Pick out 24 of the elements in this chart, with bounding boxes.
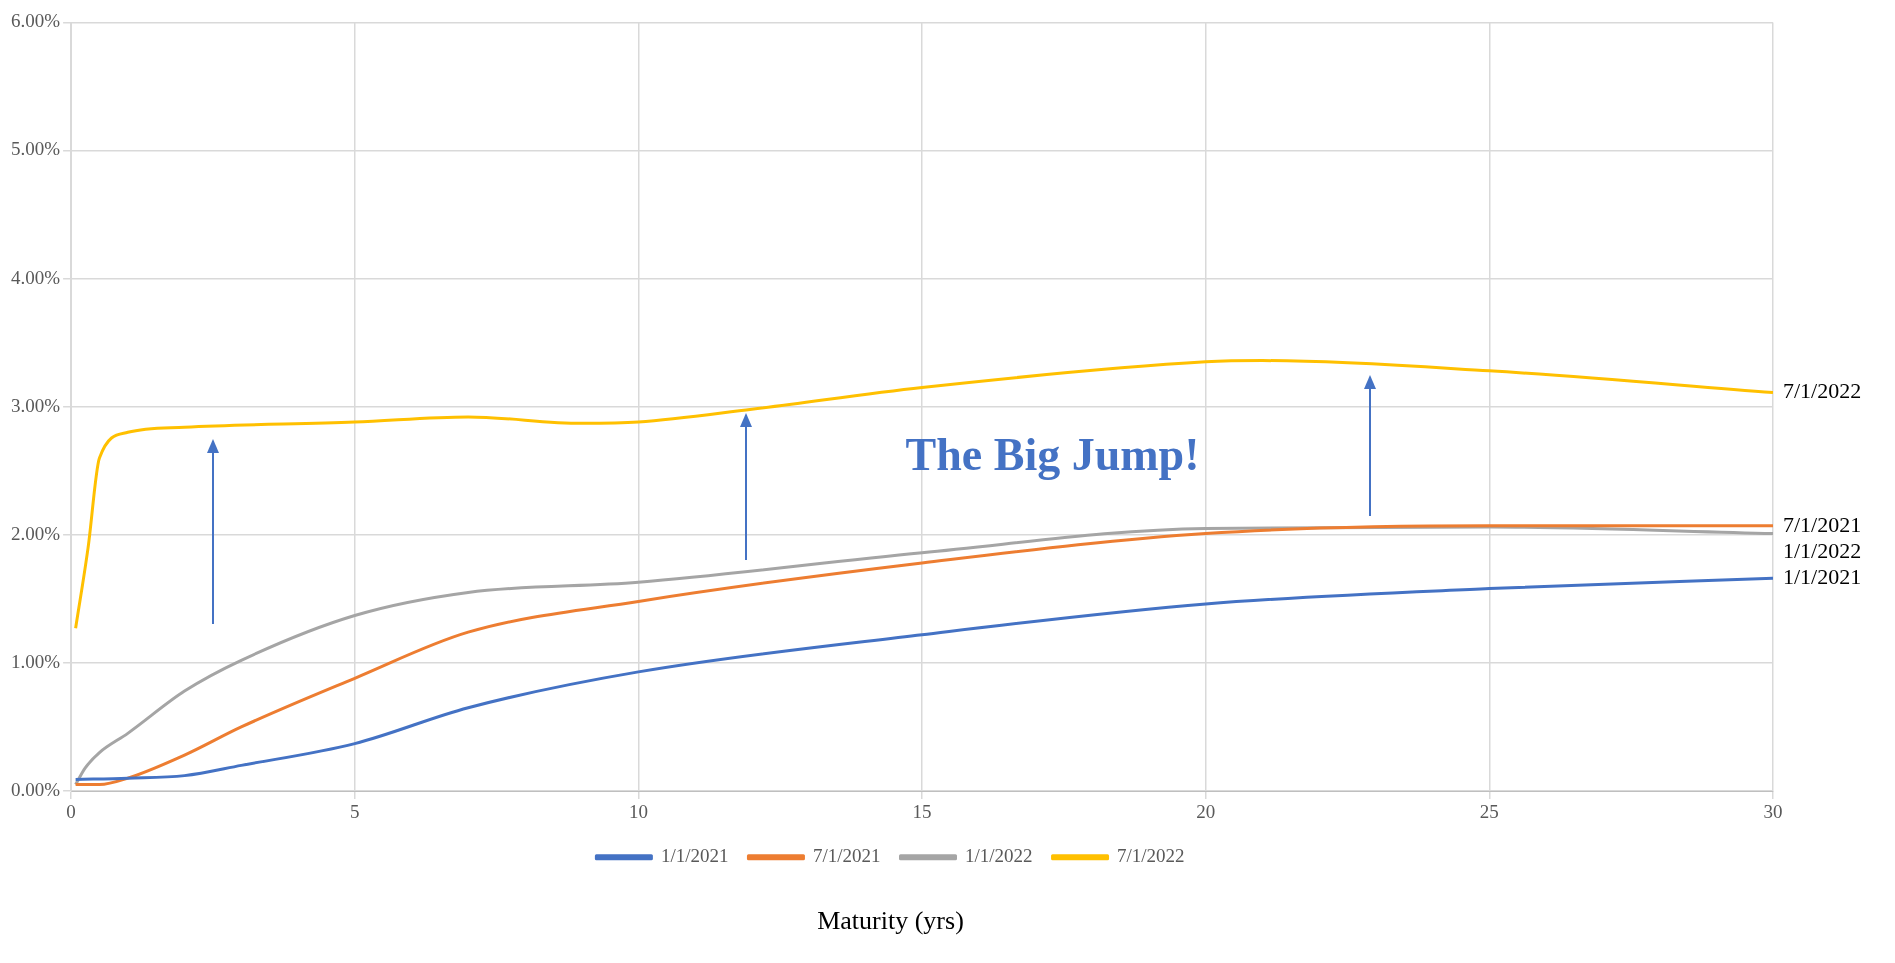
y-tick-label: 5.00% (11, 138, 61, 160)
x-tick-label: 30 (1763, 801, 1783, 823)
legend-label: 7/1/2022 (1117, 845, 1185, 867)
text: 1/1/2022 (1783, 537, 1862, 563)
y-tick-label: 2.00% (11, 522, 61, 544)
y-tick-label: 6.00% (11, 10, 61, 32)
text: 7/1/2021 (1783, 511, 1862, 537)
legend-label: 1/1/2022 (965, 845, 1033, 867)
legend-label: 1/1/2021 (660, 845, 729, 867)
annotation: The Big Jump! (905, 428, 1200, 480)
y-tick-label: 4.00% (11, 266, 61, 288)
y-tick-label: 3.00% (11, 394, 61, 416)
x-tick-label: 0 (66, 801, 76, 823)
x-tick-label: 15 (912, 801, 932, 823)
x-axis-title: Maturity (yrs) (817, 906, 964, 936)
x-tick-label: 25 (1479, 801, 1499, 823)
x-tick-label: 5 (349, 801, 360, 823)
legend-label: 7/1/2021 (812, 845, 881, 867)
text: 1/1/2021 (1783, 564, 1862, 590)
text: 7/1/2022 (1783, 378, 1862, 404)
y-tick-label: 1.00% (11, 650, 61, 672)
x-tick-label: 20 (1196, 801, 1216, 823)
x-tick-label: 10 (628, 801, 648, 823)
y-tick-label: 0.00% (11, 778, 61, 800)
